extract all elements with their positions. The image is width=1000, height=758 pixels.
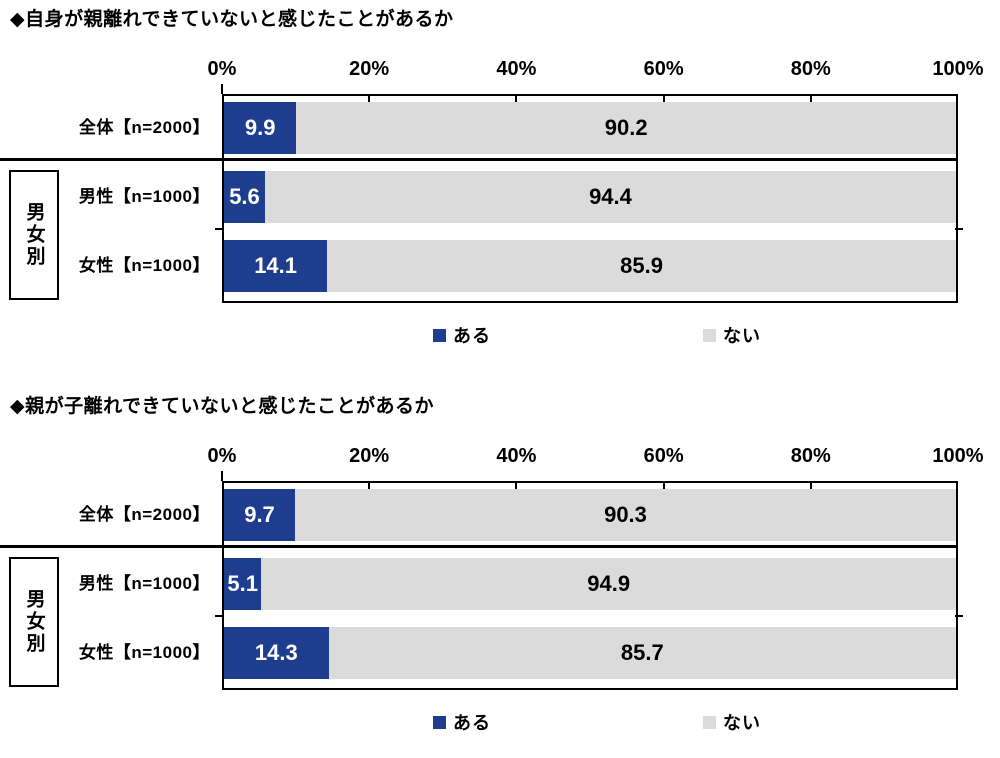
value-label: 5.6 [229,184,260,209]
value-label: 94.4 [589,184,632,209]
group-divider-line [0,158,958,161]
bar-segment-yes: 9.7 [224,489,295,541]
axis-tick-mark [515,483,518,489]
category-label: 全体【n=2000】 [78,118,210,137]
axis-zero-tick-mark [221,84,223,94]
legend-label: ない [723,326,761,346]
axis-zero-tick-mark [221,471,223,481]
category-label: 男性【n=1000】 [78,574,210,593]
chart-title: ◆親が子離れできていないと感じたことがあるか [10,396,435,417]
axis-tick-label: 60% [643,445,684,467]
group-divider-line [0,545,958,548]
category-label: 女性【n=1000】 [78,256,210,275]
legend-item: ある [433,708,491,736]
bar-segment-no: 94.9 [261,558,956,610]
axis-tick-label: 100% [932,445,984,467]
axis-tick-mark [368,96,371,102]
bar-row: 5.6 94.4 [224,171,956,223]
legend-label: ある [453,326,491,346]
axis-tick-mark [809,483,812,489]
bar-segment-no: 85.7 [328,627,956,679]
category-label: 女性【n=1000】 [78,643,210,662]
legend-swatch [433,328,446,342]
category-tick-left [215,228,223,230]
bar-segment-yes: 5.1 [224,558,262,610]
value-label: 14.1 [254,253,298,278]
group-label: 男女別 [23,202,45,268]
value-label: 94.9 [587,571,631,596]
legend-swatch [433,715,446,729]
legend-swatch [703,328,716,342]
axis-tick-label: 0% [207,58,237,80]
bar-row: 9.9 90.2 [224,102,956,154]
chart-section-parent-letting-go: ◆親が子離れできていないと感じたことがあるか 0% 20% 40% 60% 80% 100… [0,387,1000,758]
value-label: 90.3 [604,502,647,527]
value-label: 9.7 [244,502,275,527]
axis-tick-label: 60% [643,58,684,80]
bar-row: 14.3 85.7 [224,627,956,679]
axis-tick-mark [662,96,665,102]
value-label: 9.9 [244,115,276,140]
value-label: 90.2 [604,115,648,140]
bar-row: 14.1 85.9 [224,240,956,292]
axis-tick-label: 20% [349,445,390,467]
legend-item: ない [703,321,761,349]
x-axis-labels: 0% 20% 40% 60% 80% 100% [0,54,1000,84]
category-label: 全体【n=2000】 [78,505,210,524]
category-label: 男性【n=1000】 [78,187,210,206]
group-label-box: 男女別 [9,170,59,300]
axis-tick-label: 40% [496,58,537,80]
bar-segment-no: 90.3 [295,489,956,541]
axis-tick-mark [515,96,518,102]
bar-segment-yes: 9.9 [224,102,297,154]
group-label: 男女別 [23,589,45,655]
axis-tick-label: 80% [790,58,831,80]
bar-segment-yes: 14.3 [224,627,329,679]
axis-tick-label: 80% [790,445,831,467]
value-label: 5.1 [227,571,258,596]
legend-label: ない [723,713,761,733]
axis-tick-label: 0% [207,445,237,467]
value-label: 85.9 [620,253,663,278]
category-tick-right [955,228,963,230]
bar-segment-no: 94.4 [264,171,956,223]
axis-tick-mark [368,483,371,489]
axis-tick-mark [662,483,665,489]
axis-tick-label: 100% [932,58,984,80]
bar-segment-yes: 5.6 [224,171,265,223]
axis-tick-label: 40% [496,445,537,467]
legend-swatch [703,715,716,729]
value-label: 14.3 [254,640,298,665]
axis-tick-mark [809,96,812,102]
chart-title: ◆自身が親離れできていないと感じたことがあるか [10,9,454,30]
bar-row: 9.7 90.3 [224,489,956,541]
bar-segment-yes: 14.1 [224,240,328,292]
bar-segment-no: 85.9 [327,240,956,292]
legend-item: ない [703,708,761,736]
axis-tick-label: 20% [349,58,390,80]
category-tick-right [955,615,963,617]
category-tick-left [215,615,223,617]
legend-label: ある [453,713,491,733]
legend: ある ない [0,708,1000,736]
legend-item: ある [433,321,491,349]
group-label-box: 男女別 [9,557,59,687]
legend: ある ない [0,321,1000,349]
bar-row: 5.1 94.9 [224,558,956,610]
chart-section-self-independence: ◆自身が親離れできていないと感じたことがあるか 0% 20% 40% 60% 80% 10… [0,0,1000,371]
bar-segment-no: 90.2 [296,102,956,154]
value-label: 85.7 [620,640,664,665]
x-axis-labels: 0% 20% 40% 60% 80% 100% [0,441,1000,471]
